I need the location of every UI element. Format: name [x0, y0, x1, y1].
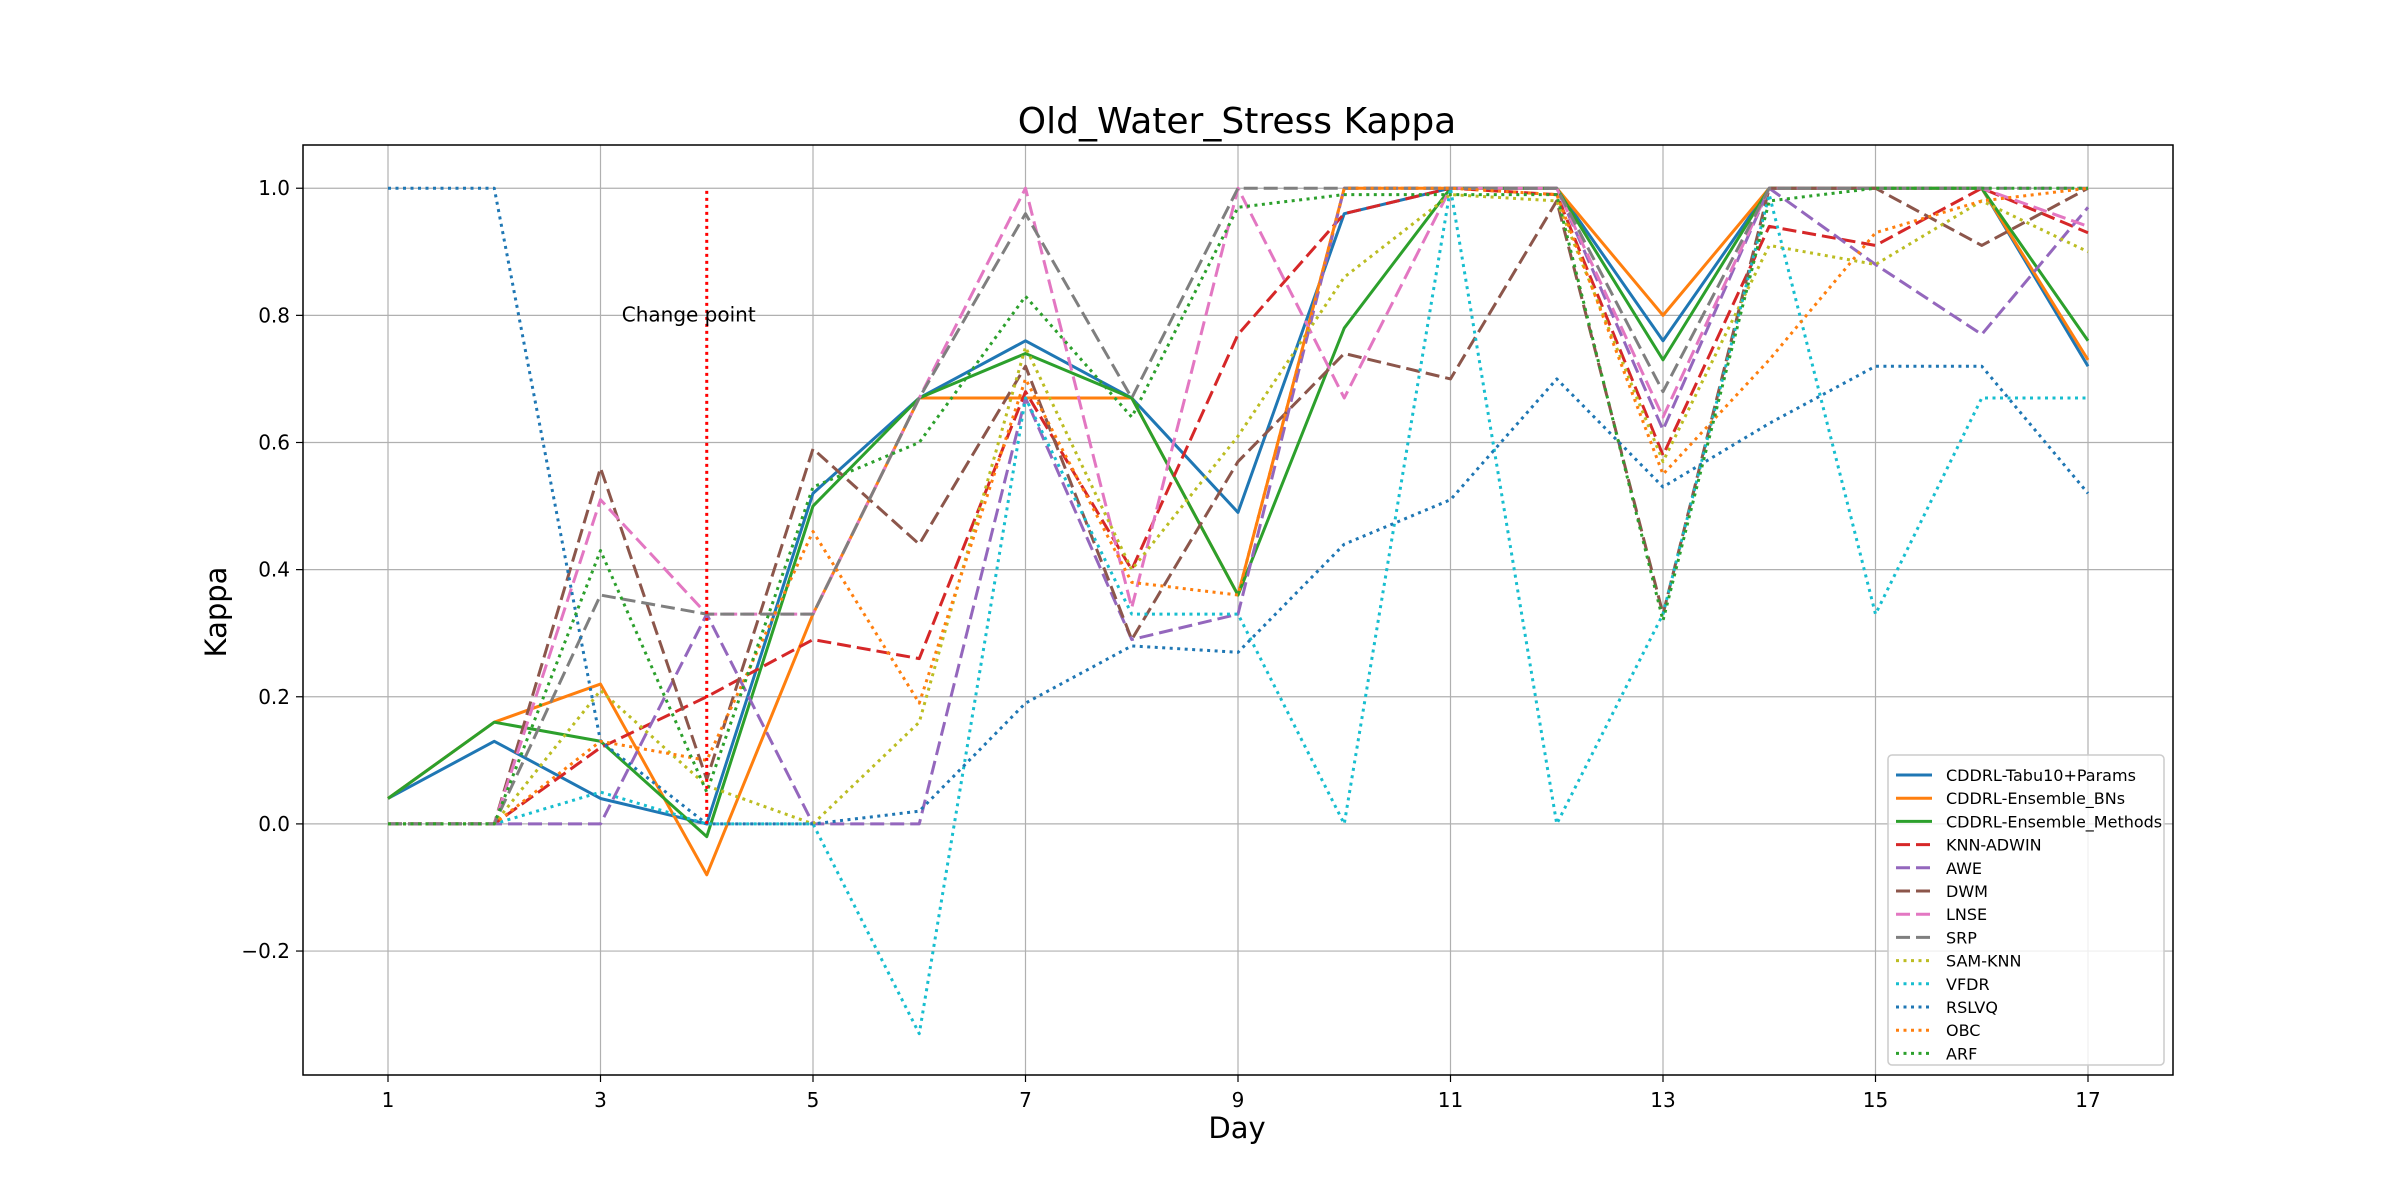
legend-label: SAM-KNN	[1946, 952, 2021, 971]
legend-label: CDDRL-Ensemble_BNs	[1946, 789, 2125, 809]
x-tick-label: 1	[382, 1088, 395, 1112]
x-axis: 1 3 5 7 9 11 13 15 17	[382, 1075, 2101, 1112]
legend-label: CDDRL-Tabu10+Params	[1946, 766, 2136, 785]
y-tick-label: 1.0	[258, 176, 290, 200]
grid	[303, 145, 2173, 1075]
legend-label: OBC	[1946, 1021, 1980, 1040]
legend-label: ARF	[1946, 1044, 1977, 1063]
series-layer	[387, 186, 2090, 1036]
x-tick-label: 5	[807, 1088, 820, 1112]
change-point-label: Change point	[622, 303, 756, 327]
series-line-arf	[388, 186, 2088, 826]
x-tick-label: 11	[1438, 1088, 1463, 1112]
chart-title: Old_Water_Stress Kappa	[1018, 101, 1457, 142]
y-tick-label: 0.0	[258, 812, 290, 836]
x-tick-label: 3	[594, 1088, 607, 1112]
change-point-annotation: Change point	[622, 188, 756, 824]
x-tick-label: 7	[1019, 1088, 1032, 1112]
legend-label: DWM	[1946, 882, 1988, 901]
legend-label: AWE	[1946, 859, 1982, 878]
y-tick-label: −0.2	[241, 939, 290, 963]
series-line-knn-adwin	[388, 186, 2089, 826]
legend-label: VFDR	[1946, 975, 1990, 994]
legend-label: RSLVQ	[1946, 998, 1998, 1017]
series-line-rslvq	[388, 186, 2090, 826]
legend-label: SRP	[1946, 928, 1977, 947]
y-tick-label: 0.8	[258, 303, 290, 327]
y-axis-label: Kappa	[199, 567, 233, 658]
series-line-srp	[388, 186, 2088, 826]
y-axis: −0.2 0.0 0.2 0.4 0.6 0.8 1.0	[241, 176, 303, 963]
x-tick-label: 9	[1232, 1088, 1245, 1112]
x-tick-label: 15	[1863, 1088, 1888, 1112]
y-tick-label: 0.6	[258, 430, 290, 454]
legend-label: LNSE	[1946, 905, 1987, 924]
legend: CDDRL-Tabu10+Params CDDRL-Ensemble_BNs CDD…	[1887, 754, 2165, 1066]
series-line-awe	[388, 186, 2090, 826]
legend-label: KNN-ADWIN	[1946, 836, 2042, 855]
y-tick-label: 0.2	[258, 685, 290, 709]
x-tick-label: 17	[2075, 1088, 2100, 1112]
series-line-sam-knn	[388, 193, 2089, 826]
legend-box	[1887, 754, 2165, 1066]
x-tick-label: 13	[1650, 1088, 1675, 1112]
x-axis-label: Day	[1208, 1111, 1265, 1145]
legend-label: CDDRL-Ensemble_Methods	[1946, 812, 2162, 832]
y-tick-label: 0.4	[258, 558, 290, 582]
